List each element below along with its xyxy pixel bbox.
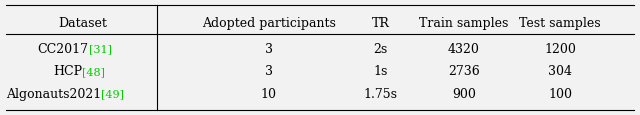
Text: Adopted participants: Adopted participants — [202, 17, 336, 29]
Text: HCP: HCP — [52, 65, 82, 78]
Text: 3: 3 — [265, 42, 273, 55]
Text: 1200: 1200 — [544, 42, 576, 55]
Text: [31]: [31] — [89, 44, 111, 54]
Text: Algonauts2021: Algonauts2021 — [6, 87, 101, 100]
Text: Dataset: Dataset — [59, 17, 108, 29]
Text: 304: 304 — [548, 65, 572, 78]
Text: Train samples: Train samples — [419, 17, 509, 29]
Text: Test samples: Test samples — [519, 17, 601, 29]
Text: 2s: 2s — [374, 42, 388, 55]
Text: [48]: [48] — [82, 66, 105, 76]
Text: 10: 10 — [261, 87, 277, 100]
Text: 1s: 1s — [374, 65, 388, 78]
Text: 900: 900 — [452, 87, 476, 100]
Text: 100: 100 — [548, 87, 572, 100]
Text: CC2017: CC2017 — [38, 42, 89, 55]
Text: TR: TR — [372, 17, 390, 29]
Text: 1.75s: 1.75s — [364, 87, 398, 100]
Text: 2736: 2736 — [448, 65, 480, 78]
Text: [49]: [49] — [101, 89, 124, 99]
Text: 4320: 4320 — [448, 42, 480, 55]
Text: 3: 3 — [265, 65, 273, 78]
